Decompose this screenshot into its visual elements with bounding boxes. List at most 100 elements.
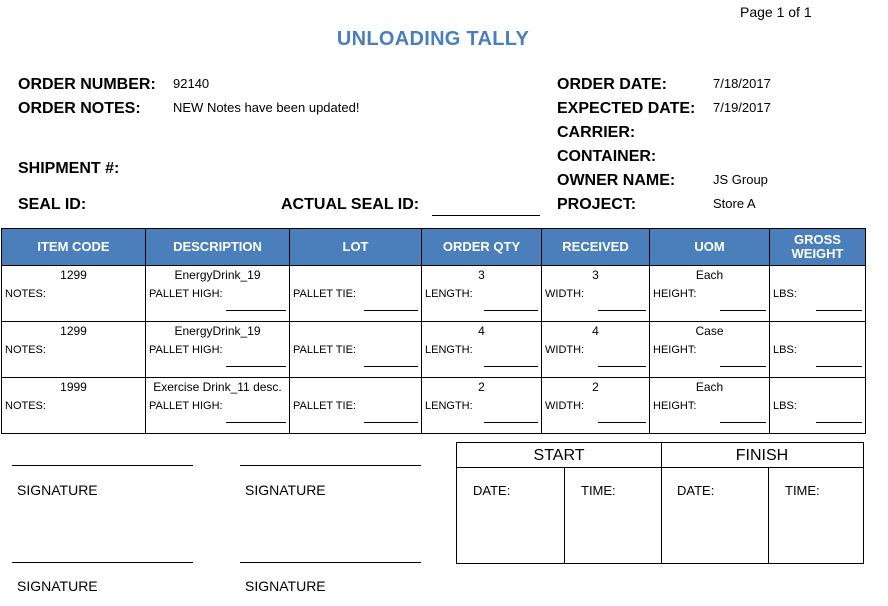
order-number-label: ORDER NUMBER: xyxy=(18,76,156,93)
finish-header: FINISH xyxy=(661,443,863,468)
lbs-line xyxy=(816,422,862,423)
pallet-high-label: PALLET HIGH: xyxy=(149,344,223,356)
signature-line-3 xyxy=(12,562,193,563)
height-label: HEIGHT: xyxy=(653,344,697,356)
order-qty: 4 xyxy=(478,324,485,338)
column-header-received: RECEIVED xyxy=(541,228,650,266)
order-number-value: 92140 xyxy=(173,76,210,91)
notes-label: NOTES: xyxy=(5,288,46,300)
width-label: WIDTH: xyxy=(545,344,585,356)
description-cell: EnergyDrink_19 PALLET HIGH: xyxy=(145,265,290,322)
uom-cell: Each HEIGHT: xyxy=(649,377,770,434)
uom-cell: Case HEIGHT: xyxy=(649,321,770,378)
finish-date-time-divider xyxy=(768,468,769,563)
page-title: UNLOADING TALLY xyxy=(336,28,530,50)
order-date-value: 7/18/2017 xyxy=(713,76,771,91)
order-notes-label: ORDER NOTES: xyxy=(18,100,141,117)
width-label: WIDTH: xyxy=(545,288,585,300)
height-label: HEIGHT: xyxy=(653,288,697,300)
owner-name-label: OWNER NAME: xyxy=(557,172,676,189)
received-cell: 2 WIDTH: xyxy=(541,377,650,434)
item-code: 1299 xyxy=(60,324,87,338)
pallet-high-label: PALLET HIGH: xyxy=(149,288,223,300)
lbs-label: LBS: xyxy=(773,344,797,356)
width-line xyxy=(598,422,646,423)
width-label: WIDTH: xyxy=(545,400,585,412)
page-number: Page 1 of 1 xyxy=(740,4,812,20)
length-line xyxy=(484,366,538,367)
order-qty-cell: 2 LENGTH: xyxy=(421,377,542,434)
signature-label-2: SIGNATURE xyxy=(245,482,326,498)
pallet-tie-line xyxy=(364,310,418,311)
received-cell: 3 WIDTH: xyxy=(541,265,650,322)
received-cell: 4 WIDTH: xyxy=(541,321,650,378)
length-label: LENGTH: xyxy=(425,288,473,300)
table-header-row: ITEM CODE DESCRIPTION LOT ORDER QTY RECE… xyxy=(1,228,866,266)
finish-time-label: TIME: xyxy=(785,483,820,498)
height-line xyxy=(720,310,766,311)
gross-weight-cell: LBS: xyxy=(769,321,866,378)
container-label: CONTAINER: xyxy=(557,148,657,165)
signature-label-3: SIGNATURE xyxy=(17,578,98,594)
uom-cell: Each HEIGHT: xyxy=(649,265,770,322)
pallet-tie-line xyxy=(364,366,418,367)
item-code: 1299 xyxy=(60,268,87,282)
column-header-order-qty: ORDER QTY xyxy=(421,228,542,266)
uom: Case xyxy=(695,324,724,338)
start-time-label: TIME: xyxy=(581,483,616,498)
signature-line-1 xyxy=(12,465,193,466)
lot-cell: PALLET TIE: xyxy=(289,265,422,322)
column-header-description: DESCRIPTION xyxy=(145,228,290,266)
order-qty: 2 xyxy=(478,380,485,394)
width-line xyxy=(598,310,646,311)
column-header-lot: LOT xyxy=(289,228,422,266)
order-date-label: ORDER DATE: xyxy=(557,76,667,93)
received: 4 xyxy=(592,324,599,338)
signature-label-1: SIGNATURE xyxy=(17,482,98,498)
length-label: LENGTH: xyxy=(425,344,473,356)
length-line xyxy=(484,422,538,423)
height-line xyxy=(720,422,766,423)
shipment-label: SHIPMENT #: xyxy=(18,160,120,177)
length-label: LENGTH: xyxy=(425,400,473,412)
gross-weight-cell: LBS: xyxy=(769,265,866,322)
order-qty-cell: 4 LENGTH: xyxy=(421,321,542,378)
table-row: 1299 NOTES: EnergyDrink_19 PALLET HIGH: … xyxy=(1,265,866,322)
signature-label-4: SIGNATURE xyxy=(245,578,326,594)
lot-cell: PALLET TIE: xyxy=(289,377,422,434)
expected-date-label: EXPECTED DATE: xyxy=(557,100,696,117)
width-line xyxy=(598,366,646,367)
notes-label: NOTES: xyxy=(5,400,46,412)
received: 2 xyxy=(592,380,599,394)
table-row: 1299 NOTES: EnergyDrink_19 PALLET HIGH: … xyxy=(1,321,866,378)
description-cell: Exercise Drink_11 desc. PALLET HIGH: xyxy=(145,377,290,434)
signature-line-4 xyxy=(240,562,421,563)
start-date-label: DATE: xyxy=(473,483,511,498)
order-notes-value: NEW Notes have been updated! xyxy=(173,100,360,115)
project-label: PROJECT: xyxy=(557,196,637,213)
seal-id-label: SEAL ID: xyxy=(18,196,87,213)
lbs-line xyxy=(816,310,862,311)
start-header: START xyxy=(457,443,661,468)
start-date-time-divider xyxy=(564,468,565,563)
owner-name-value: JS Group xyxy=(713,172,768,187)
items-table: ITEM CODE DESCRIPTION LOT ORDER QTY RECE… xyxy=(1,228,866,434)
uom: Each xyxy=(695,380,724,394)
expected-date-value: 7/19/2017 xyxy=(713,100,771,115)
pallet-high-line xyxy=(226,422,286,423)
pallet-high-line xyxy=(226,366,286,367)
pallet-tie-line xyxy=(364,422,418,423)
description: EnergyDrink_19 xyxy=(174,268,261,282)
gross-weight-cell: LBS: xyxy=(769,377,866,434)
lot-cell: PALLET TIE: xyxy=(289,321,422,378)
description: EnergyDrink_19 xyxy=(174,324,261,338)
item-code-cell: 1299 NOTES: xyxy=(1,321,146,378)
column-header-gross-weight: GROSS WEIGHT xyxy=(769,228,866,266)
height-line xyxy=(720,366,766,367)
actual-seal-id-line xyxy=(432,215,540,216)
column-header-uom: UOM xyxy=(649,228,770,266)
finish-date-label: DATE: xyxy=(677,483,715,498)
order-qty: 3 xyxy=(478,268,485,282)
lbs-line xyxy=(816,366,862,367)
description: Exercise Drink_11 desc. xyxy=(153,380,282,394)
